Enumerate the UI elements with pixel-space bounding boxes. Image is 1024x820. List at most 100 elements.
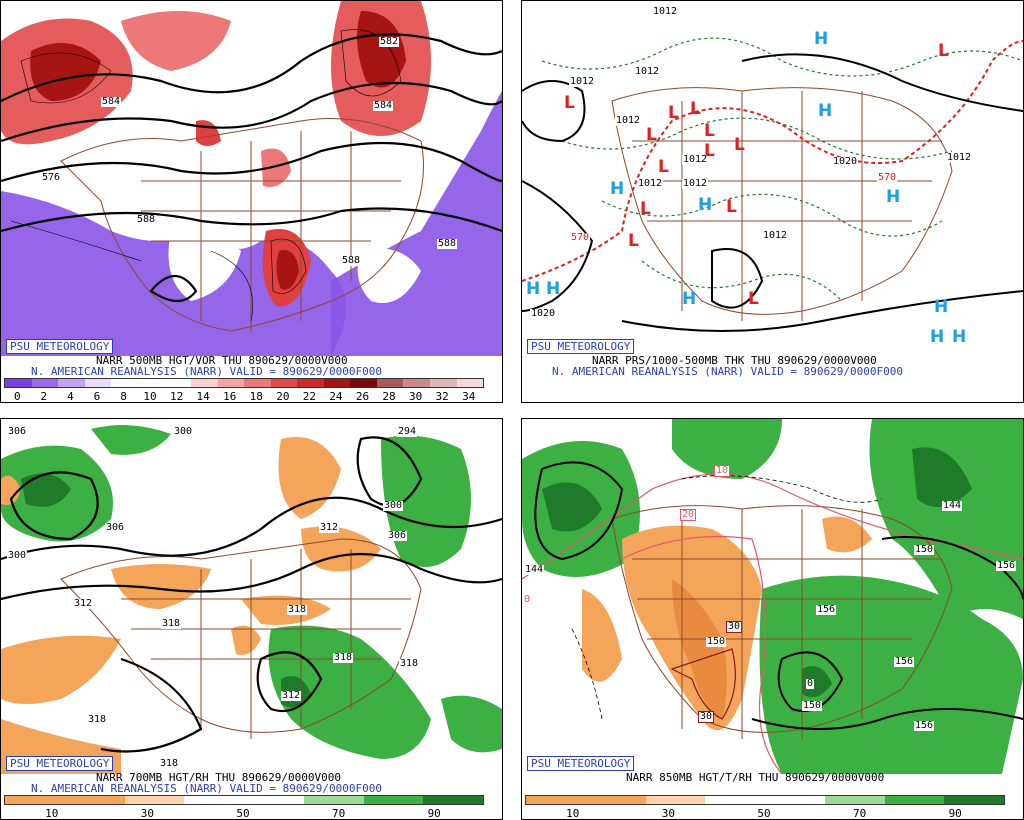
colorbar-tick-label: 30 — [661, 807, 676, 820]
colorbar-segment — [303, 796, 364, 804]
contour-label: 306 — [7, 426, 28, 437]
map-500mb — [1, 1, 502, 356]
colorbar-ticks: 10 30 50 70 90 — [525, 807, 1003, 819]
colorbar-tick-label: 34 — [462, 390, 476, 403]
contour-label: 1020 — [530, 308, 557, 319]
contour-label: 588 — [437, 238, 458, 249]
colorbar-segment — [526, 796, 586, 804]
temp-label: 10 — [714, 465, 731, 477]
contour-label: 0 — [806, 678, 815, 689]
contour-label: 1012 — [637, 178, 664, 189]
colorbar-ticks: 0 2 4 6 8 10 12 14 16 18 20 22 24 26 28 30 32 34 — [4, 390, 482, 402]
colorbar-tick-label: 0 — [13, 390, 21, 403]
colorbar-tick-label: 70 — [331, 807, 346, 820]
colorbar-segment — [217, 379, 245, 387]
colorbar-segment — [363, 796, 424, 804]
colorbar-tick-label: 50 — [236, 807, 250, 820]
colorbar-tick-label: 30 — [408, 390, 423, 403]
contour-label: 1012 — [762, 230, 789, 241]
colorbar-segment — [824, 796, 885, 804]
colorbar-segment — [244, 379, 271, 387]
colorbar-segment — [323, 379, 351, 387]
colorbar-segment — [244, 796, 304, 804]
colorbar-segment — [164, 379, 191, 387]
contour-label: 570 — [570, 232, 591, 243]
low-marker: L — [726, 197, 737, 217]
colorbar-tick-label: 90 — [948, 807, 962, 820]
colorbar-tick-label: 10 — [143, 390, 157, 403]
panel-prs-thk: 1012 1012 1012 1012 1012 1012 1020 1012 … — [521, 0, 1024, 403]
low-marker: L — [938, 41, 949, 61]
contour-label: 1012 — [652, 6, 679, 17]
high-marker: H — [818, 101, 833, 121]
contour-label: 306 — [387, 530, 408, 541]
psu-meteorology-badge: PSU METEOROLOGY — [527, 756, 635, 771]
contour-label: 300 — [7, 550, 28, 561]
colorbar-tick-label: 8 — [120, 390, 127, 403]
colorbar-tick-label: 10 — [566, 807, 580, 820]
low-marker: L — [734, 135, 745, 155]
colorbar-segment — [184, 796, 244, 804]
colorbar-segment — [430, 379, 457, 387]
colorbar-tick-label: 6 — [93, 390, 101, 403]
temp-label: 30 — [698, 711, 715, 723]
map-prs-thk — [522, 1, 1023, 356]
high-marker: H — [682, 289, 697, 309]
colorbar-tick-label: 90 — [427, 807, 441, 820]
high-marker: H — [814, 29, 829, 49]
high-marker: H — [886, 187, 901, 207]
contour-label: 318 — [399, 658, 420, 669]
colorbar — [4, 378, 484, 388]
high-marker: H — [698, 195, 713, 215]
psu-meteorology-badge: PSU METEOROLOGY — [527, 339, 635, 354]
panel-500mb-hgt-vor: 576 582 584 588 588 588 584 PSU METEOROL… — [0, 0, 503, 403]
map-850mb — [522, 419, 1023, 774]
contour-label: 294 — [397, 426, 418, 437]
psu-meteorology-badge: PSU METEOROLOGY — [6, 756, 114, 771]
contour-label: 1012 — [946, 152, 973, 163]
high-marker: H — [952, 327, 967, 347]
colorbar-segment — [297, 379, 324, 387]
colorbar-segment — [585, 796, 646, 804]
contour-label: 1012 — [615, 115, 642, 126]
colorbar-segment — [350, 379, 377, 387]
contour-label: 144 — [942, 500, 963, 511]
colorbar-ticks: 10 30 50 70 90 — [4, 807, 482, 819]
panel-700mb-hgt-rh: 306 300 294 306 300 312 306 300 312 318 … — [0, 418, 503, 820]
colorbar-segment — [124, 796, 185, 804]
psu-meteorology-badge: PSU METEOROLOGY — [6, 339, 114, 354]
low-marker: L — [748, 289, 759, 309]
colorbar-tick-label: 26 — [355, 390, 370, 403]
contour-label: 300 — [383, 500, 404, 511]
low-marker: L — [690, 99, 701, 119]
contour-label: 318 — [287, 604, 308, 615]
colorbar-segment — [84, 379, 112, 387]
contour-label: 1012 — [569, 76, 596, 87]
contour-label: 1012 — [682, 154, 709, 165]
contour-label: 312 — [319, 522, 340, 533]
contour-label: 150 — [802, 700, 823, 711]
contour-label: 144 — [524, 564, 545, 575]
high-marker: H — [934, 297, 949, 317]
colorbar — [525, 795, 1005, 805]
colorbar-segment — [403, 379, 430, 387]
colorbar-segment — [111, 379, 138, 387]
contour-label: 318 — [87, 714, 108, 725]
low-marker: L — [658, 157, 669, 177]
contour-label: 156 — [996, 560, 1017, 571]
contour-label: 588 — [341, 255, 362, 266]
contour-label: 318 — [159, 758, 180, 769]
contour-label: 588 — [136, 214, 157, 225]
colorbar-tick-label: 32 — [435, 390, 449, 403]
contour-label: 150 — [706, 636, 727, 647]
colorbar-tick-label: 20 — [276, 390, 290, 403]
low-marker: L — [628, 231, 639, 251]
colorbar-tick-label: 24 — [329, 390, 343, 403]
caption-valid: N. AMERICAN REANALYSIS (NARR) VALID = 89… — [31, 365, 382, 378]
colorbar-segment — [645, 796, 706, 804]
contour-label: 570 — [877, 172, 898, 183]
high-marker: H — [610, 179, 625, 199]
colorbar-tick-label: 14 — [196, 390, 210, 403]
contour-label: 150 — [914, 544, 935, 555]
map-700mb — [1, 419, 502, 774]
